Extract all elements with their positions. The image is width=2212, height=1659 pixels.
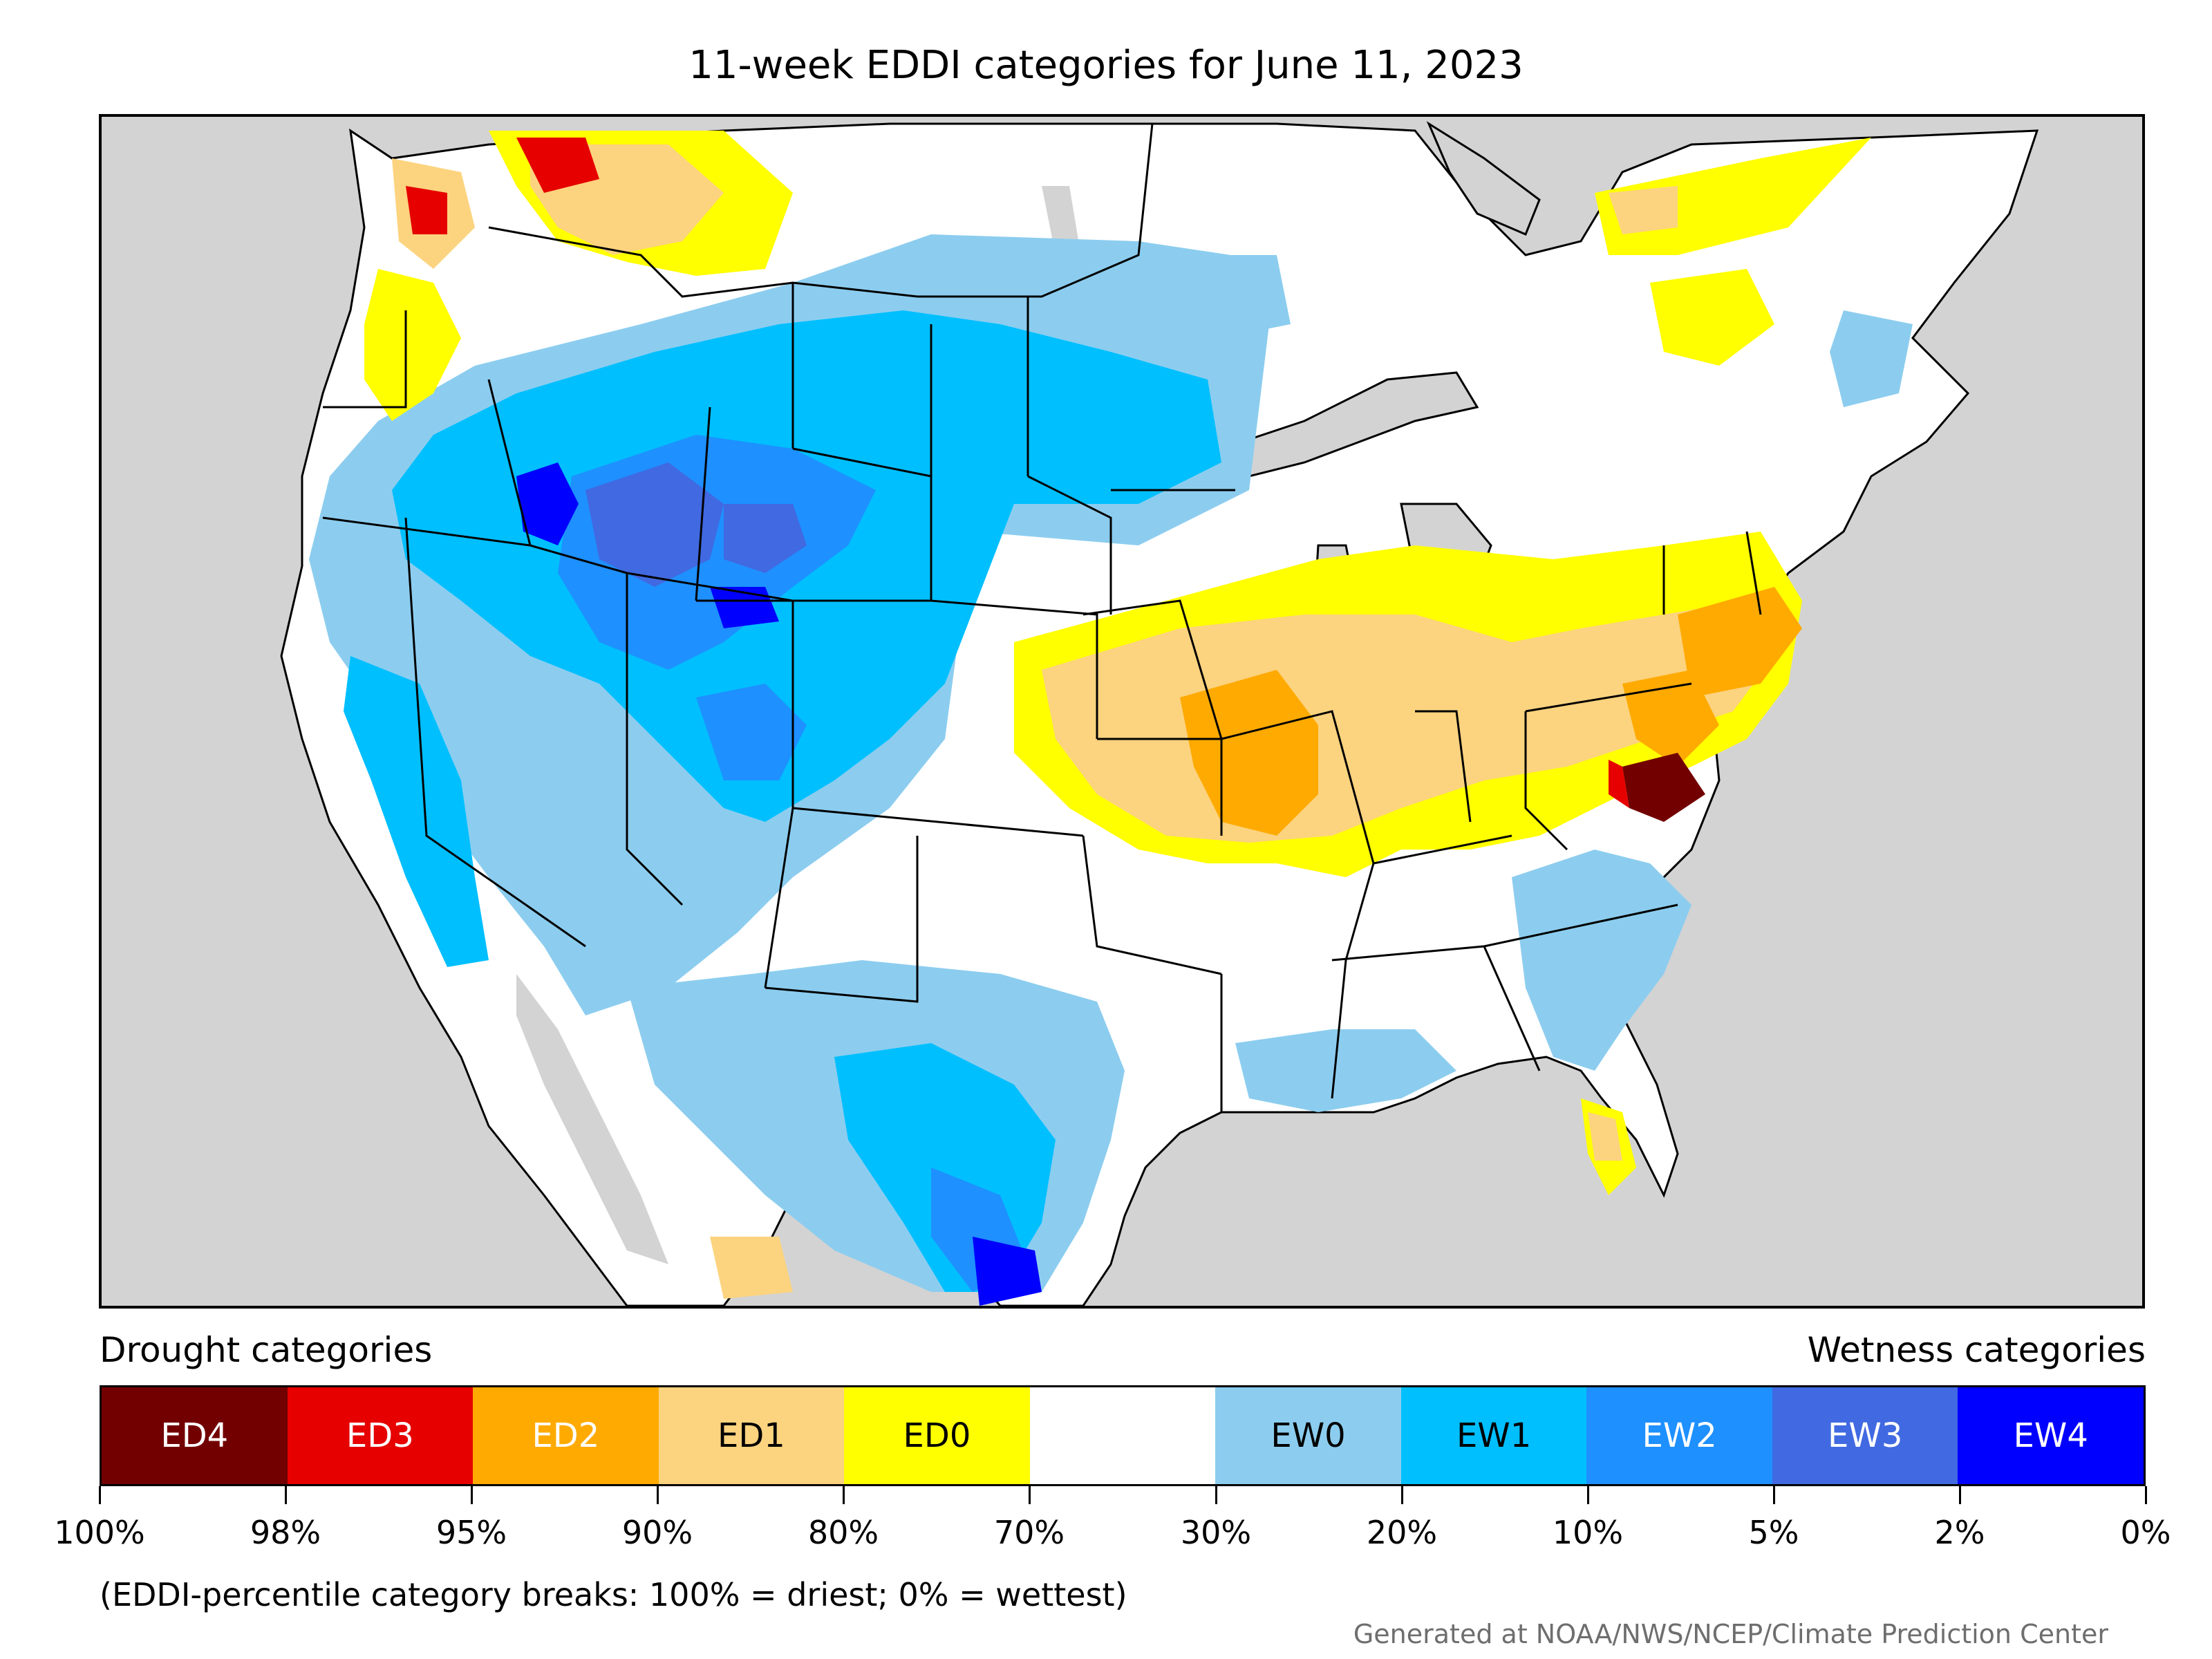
- colorbar-ticks: [99, 1486, 2147, 1507]
- ed1-texas-sw: [710, 1237, 793, 1299]
- wetness-categories-label: Wetness categories: [1807, 1330, 2146, 1370]
- drought-areas: [364, 131, 1871, 1299]
- colorbar-tick: [657, 1486, 659, 1504]
- ed2-midatlantic: [1622, 670, 1719, 767]
- drought-categories-label: Drought categories: [100, 1330, 433, 1370]
- ed0-pnw: [364, 269, 461, 421]
- colorbar-tick-label: 100%: [54, 1514, 145, 1551]
- colorbar-tick-labels: 100% 98% 95% 90% 80% 70% 30% 20% 10% 5% 2% 0%: [54, 1514, 2171, 1555]
- colorbar-segment-ed0: ED0: [844, 1387, 1030, 1484]
- colorbar-segment-ed1: ED1: [658, 1387, 845, 1484]
- colorbar-tick-label: 10%: [1552, 1514, 1624, 1551]
- colorbar-segment-ed4: ED4: [102, 1387, 288, 1484]
- colorbar-segment-ew4: EW4: [1958, 1387, 2144, 1484]
- ew4-idaho: [516, 462, 579, 545]
- ed1-florida: [1588, 1112, 1622, 1161]
- ed1-quebec: [1609, 186, 1678, 234]
- colorbar-tick-label: 90%: [621, 1514, 693, 1551]
- ed3-virginia: [1609, 760, 1629, 808]
- colorbar-segment-normal: [1029, 1387, 1216, 1484]
- colorbar-tick: [99, 1486, 101, 1504]
- colorbar-tick-label: 0%: [2120, 1514, 2171, 1551]
- colorbar-tick: [1773, 1486, 1775, 1504]
- ew0-southeast: [1512, 850, 1691, 1071]
- ew2-colorado: [696, 684, 807, 780]
- ew0-gulf: [1235, 1029, 1456, 1112]
- map-title: 11-week EDDI categories for June 11, 202…: [688, 43, 1524, 88]
- colorbar-segment-ew1: EW1: [1400, 1387, 1587, 1484]
- colorbar-segment-ew3: EW3: [1772, 1387, 1958, 1484]
- hudson-bay-edge: [1426, 121, 1541, 236]
- ew4-wyoming: [710, 587, 779, 628]
- ed3-pnw: [406, 186, 447, 234]
- gulf-of-california: [516, 974, 668, 1264]
- category-breaks-note: (EDDI-percentile category breaks: 100% =…: [100, 1576, 1127, 1613]
- colorbar-segment-ed3: ED3: [287, 1387, 474, 1484]
- colorbar-tick-label: 95%: [435, 1514, 507, 1551]
- colorbar-tick-label: 98%: [250, 1514, 321, 1551]
- ed2-midwest: [1180, 670, 1318, 836]
- colorbar: ED4 ED3 ED2 ED1 ED0 EW0 EW1 EW2 EW3 EW4: [100, 1385, 2146, 1486]
- colorbar-tick: [1401, 1486, 1403, 1504]
- colorbar-tick-label: 20%: [1366, 1514, 1438, 1551]
- colorbar-segment-ew0: EW0: [1215, 1387, 1401, 1484]
- eddi-map: [280, 121, 2039, 1306]
- colorbar-tick: [285, 1486, 287, 1504]
- colorbar-tick: [2145, 1486, 2147, 1504]
- ew4-texas: [973, 1237, 1042, 1306]
- colorbar-tick-label: 5%: [1748, 1514, 1799, 1551]
- colorbar-segment-ew2: EW2: [1586, 1387, 1772, 1484]
- ed0-quebec-south: [1650, 269, 1774, 366]
- ed2-northeast: [1678, 587, 1802, 697]
- colorbar-segment-ed2: ED2: [473, 1387, 659, 1484]
- lake-superior: [1219, 371, 1479, 478]
- ed4-virginia: [1622, 753, 1705, 822]
- colorbar-tick-label: 2%: [1934, 1514, 1985, 1551]
- ew3-wyoming: [724, 504, 807, 573]
- state-borders: [322, 123, 1762, 1112]
- colorbar-tick: [1029, 1486, 1031, 1504]
- colorbar-tick-label: 70%: [993, 1514, 1065, 1551]
- ed3-bc: [516, 138, 599, 193]
- ew0-quebec: [1830, 310, 1913, 407]
- ew3-area: [585, 462, 724, 587]
- ew1-west-coast: [344, 656, 489, 967]
- map-panel: [99, 114, 2145, 1309]
- colorbar-tick-label: 30%: [1180, 1514, 1252, 1551]
- colorbar-tick-label: 80%: [807, 1514, 879, 1551]
- colorbar-tick: [1587, 1486, 1589, 1504]
- colorbar-tick: [1959, 1486, 1961, 1504]
- ew0-ontario: [1180, 255, 1291, 338]
- credit-text: Generated at NOAA/NWS/NCEP/Climate Predi…: [1353, 1619, 2108, 1649]
- colorbar-tick: [843, 1486, 845, 1504]
- colorbar-tick: [471, 1486, 473, 1504]
- colorbar-tick: [1215, 1486, 1217, 1504]
- wetness-areas: [309, 234, 1913, 1306]
